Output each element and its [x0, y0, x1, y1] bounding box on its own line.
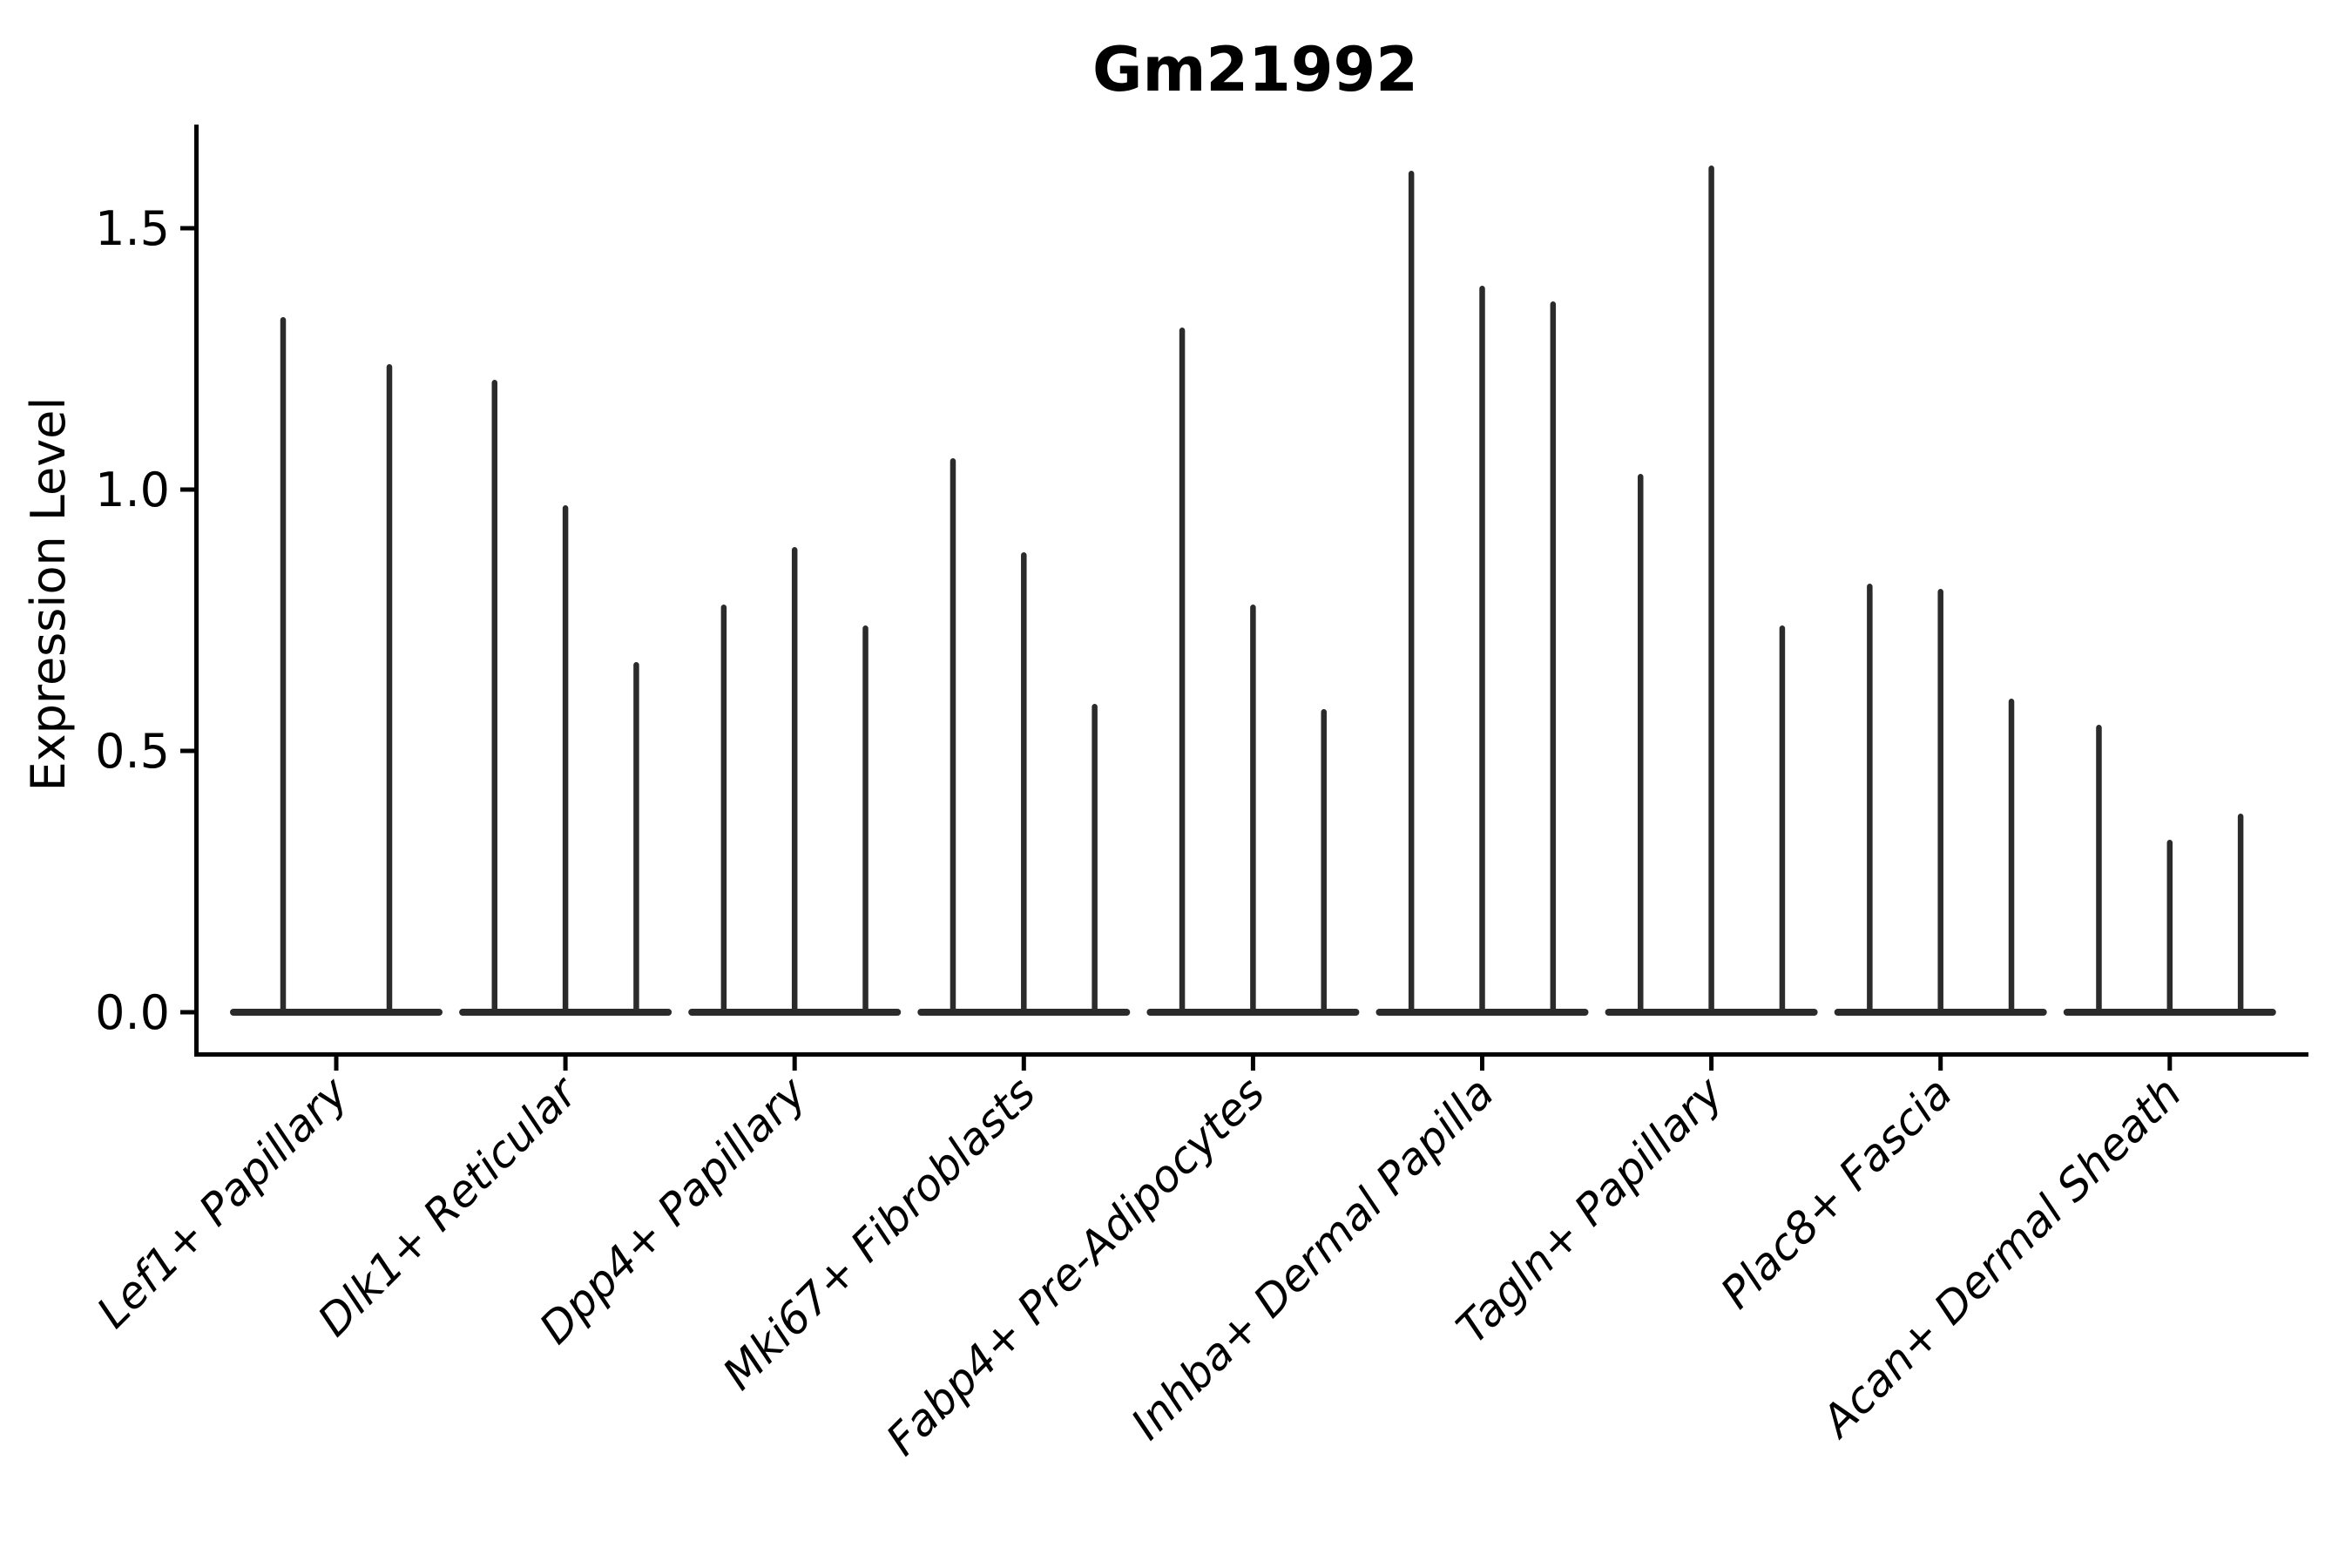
x-tick-label: Acan+ Dermal Sheath [1810, 1067, 2191, 1448]
y-tick-mark [180, 748, 194, 754]
violin-spike [1937, 589, 1943, 1015]
y-tick-label: 0.5 [95, 724, 170, 779]
violin-spike [1550, 301, 1557, 1015]
violin-spike [2237, 814, 2244, 1015]
x-tick-mark [1021, 1057, 1026, 1071]
violin-spike [1179, 328, 1186, 1015]
violin-group [230, 317, 443, 1016]
violin-spike [1092, 704, 1098, 1015]
axes-spines [194, 125, 2308, 1057]
violin-group [688, 547, 902, 1016]
violin-spike [862, 625, 868, 1015]
x-tick-mark [2167, 1057, 2173, 1071]
violin-spike [950, 458, 956, 1015]
violin-spike [1708, 166, 1714, 1015]
left-spine [194, 125, 199, 1057]
y-tick-mark [180, 226, 194, 231]
x-tick-label: Plac8+ Fascia [1711, 1067, 1962, 1318]
x-tick-mark [563, 1057, 568, 1071]
violin-spike [562, 505, 569, 1015]
violin-spike [791, 547, 798, 1015]
chart-title: Gm21992 [1092, 34, 1418, 105]
y-tick-label: 0.0 [95, 985, 170, 1040]
violin-spike [1021, 552, 1027, 1015]
violin-spike [2166, 840, 2173, 1015]
violin-spike [1479, 286, 1485, 1015]
violin-group [917, 458, 1131, 1016]
y-tick-mark [180, 1010, 194, 1015]
x-tick-label: Inhba+ Dermal Papilla [1122, 1067, 1504, 1449]
violin-spike [386, 364, 393, 1015]
y-tick-label: 1.5 [95, 201, 170, 256]
bottom-spine [194, 1052, 2308, 1057]
x-tick-mark [1250, 1057, 1255, 1071]
violin-spike [720, 605, 727, 1015]
violin-spike [280, 317, 287, 1015]
x-tick-label: Lef1+ Papillary [87, 1066, 358, 1337]
violin-group [1146, 328, 1360, 1016]
x-tick-mark [1480, 1057, 1484, 1071]
x-tick-mark [1938, 1057, 1943, 1071]
violin-group [459, 380, 672, 1016]
violin-spike [491, 380, 498, 1015]
y-axis-ticks: 0.0 0.5 1.0 1.5 [95, 201, 194, 1040]
x-tick-label: Fabp4+ Pre-Adipocytes [876, 1067, 1274, 1465]
violin-spike [1638, 474, 1644, 1015]
violin-marks [230, 166, 2276, 1016]
violin-group [1605, 166, 1818, 1016]
x-tick-mark [334, 1057, 339, 1071]
violin-spike [1779, 625, 1786, 1015]
violin-group [2063, 725, 2276, 1016]
violin-spike [1250, 605, 1256, 1015]
y-tick-mark [180, 487, 194, 492]
y-axis-label: Expression Level [21, 397, 76, 792]
x-tick-mark [1709, 1057, 1714, 1071]
violin-spike [2008, 699, 2015, 1015]
violin-spike [1321, 709, 1327, 1015]
violin-base [230, 1009, 443, 1016]
y-tick-label: 1.0 [95, 463, 170, 517]
violin-group [1834, 584, 2047, 1016]
violin-spike [1867, 584, 1873, 1015]
violin-spike [2096, 725, 2102, 1015]
violin-group [1375, 171, 1589, 1016]
violin-spike [633, 662, 639, 1015]
x-tick-mark [792, 1057, 797, 1071]
violin-spike [1408, 171, 1415, 1015]
